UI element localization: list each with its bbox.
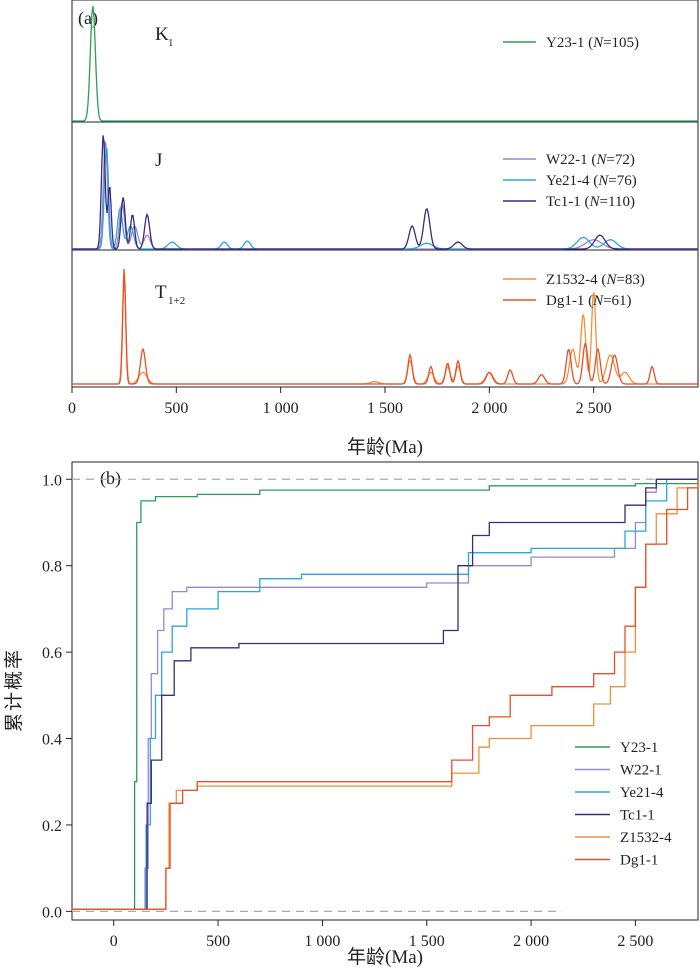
- x-tick-label: 1 500: [367, 400, 403, 417]
- legend-series-name: Dg1-1: [546, 293, 584, 309]
- legend-n-value: =83): [616, 272, 644, 288]
- legend-entry: Y23-1 (N=105): [546, 35, 639, 51]
- x-tick-label: 2 500: [617, 933, 653, 950]
- panel-b-frame: [71, 461, 699, 921]
- legend-n-symbol: N: [597, 173, 609, 189]
- legend-n-symbol: N: [595, 152, 607, 168]
- legend-n-symbol: N: [592, 293, 604, 309]
- x-tick-label: 2 500: [576, 400, 612, 417]
- legend-series-name: Z1532-4: [546, 272, 598, 288]
- group-label: T: [155, 282, 167, 303]
- panel-b: (b) 0 500 1 000 1 500 2 000 2 500 0.00.20.40.…: [3, 461, 699, 968]
- legend-entry: Z1532-4 (N=83): [546, 272, 645, 288]
- cdf-line: [72, 479, 699, 910]
- legend-n-symbol: N: [592, 35, 604, 51]
- panel-b-series: [72, 478, 699, 910]
- y-tick-label: 0.0: [42, 904, 62, 921]
- panel-b-x-axis: 0 500 1 000 1 500 2 000 2 500: [110, 920, 653, 950]
- legend-label: Ye21-4: [620, 785, 664, 801]
- legend-series-name: Ye21-4: [546, 173, 590, 189]
- y-tick-label: 1.0: [42, 472, 62, 489]
- group-label-subscript: 1+2: [168, 295, 185, 307]
- legend-n-prefix: (: [581, 194, 590, 210]
- legend-n-prefix: (: [584, 293, 593, 309]
- density-curve: [72, 135, 698, 250]
- x-tick-label: 500: [206, 933, 230, 950]
- y-tick-label: 0.2: [42, 818, 62, 835]
- group-label: J: [155, 150, 162, 171]
- legend-n-prefix: (: [598, 272, 607, 288]
- legend-n-prefix: (: [584, 35, 593, 51]
- group-label-subscript: 1: [168, 37, 174, 49]
- panel-a: (a) 0 500 1 000 1 500 2 000 2 500 年龄(Ma) K 1 Y2…: [68, 0, 699, 458]
- cdf-line: [72, 478, 698, 910]
- legend-n-value: =72): [606, 152, 634, 168]
- legend-n-symbol: N: [605, 272, 617, 288]
- panel-b-y-axis: 0.0 0.2 0.4 0.6 0.8 1.0: [42, 472, 72, 921]
- legend-label: W22-1: [620, 763, 662, 779]
- panel-a-groups: K 1 Y23-1 (N=105)J W22-1 (N=72)Ye21-4 (N=76…: [72, 6, 698, 385]
- density-group-1: J W22-1 (N=72)Ye21-4 (N=76)Tc1-1 (N=110): [72, 135, 698, 250]
- cdf-line: [72, 478, 698, 910]
- legend-n-prefix: (: [589, 173, 598, 189]
- panel-b-label: (b): [100, 468, 121, 489]
- x-tick-label: 2 000: [471, 400, 507, 417]
- legend-label: Tc1-1: [620, 808, 655, 824]
- density-group-0: K 1 Y23-1 (N=105): [72, 6, 698, 122]
- x-tick-label: 500: [164, 400, 188, 417]
- x-tick-label: 1 000: [304, 933, 340, 950]
- legend-n-prefix: (: [588, 152, 597, 168]
- legend-n-symbol: N: [589, 194, 601, 210]
- y-tick-label: 0.8: [42, 559, 62, 576]
- x-tick-label: 1 500: [409, 933, 445, 950]
- x-tick-label: 2 000: [513, 933, 549, 950]
- legend-label: Z1532-4: [620, 830, 672, 846]
- legend-label: Dg1-1: [620, 853, 658, 869]
- panel-b-xlabel: 年龄(Ma): [347, 946, 423, 968]
- legend-n-value: =76): [608, 173, 636, 189]
- panel-a-xlabel: 年龄(Ma): [347, 436, 423, 458]
- legend-series-name: Y23-1: [546, 35, 584, 51]
- panel-a-x-axis: 0 500 1 000 1 500 2 000 2 500: [68, 387, 612, 417]
- legend-n-value: =105): [603, 35, 639, 51]
- group-label: K: [155, 24, 169, 45]
- legend-entry: W22-1 (N=72): [546, 152, 635, 168]
- panel-b-legend: Y23-1 W22-1 Ye21-4 Tc1-1 Z1532-4 Dg1-1: [575, 740, 672, 869]
- legend-label: Y23-1: [620, 740, 658, 756]
- legend-n-value: =110): [600, 194, 635, 210]
- cdf-line: [72, 479, 699, 910]
- cdf-line: [72, 478, 698, 910]
- density-curve: [72, 6, 698, 122]
- x-tick-label: 0: [68, 400, 76, 417]
- legend-entry: Tc1-1 (N=110): [546, 194, 635, 210]
- legend-series-name: Tc1-1: [546, 194, 581, 210]
- density-curve: [72, 268, 698, 385]
- legend-entry: Dg1-1 (N=61): [546, 293, 632, 309]
- panel-b-reference-lines: [72, 478, 698, 912]
- legend-n-value: =61): [603, 293, 631, 309]
- x-tick-label: 1 000: [263, 400, 299, 417]
- y-tick-label: 0.4: [42, 732, 62, 749]
- legend-series-name: W22-1: [546, 152, 588, 168]
- x-tick-label: 0: [110, 933, 118, 950]
- cdf-line: [72, 479, 699, 910]
- y-tick-label: 0.6: [42, 645, 62, 662]
- legend-entry: Ye21-4 (N=76): [546, 173, 637, 189]
- panel-b-ylabel: 累计概率: [3, 648, 25, 732]
